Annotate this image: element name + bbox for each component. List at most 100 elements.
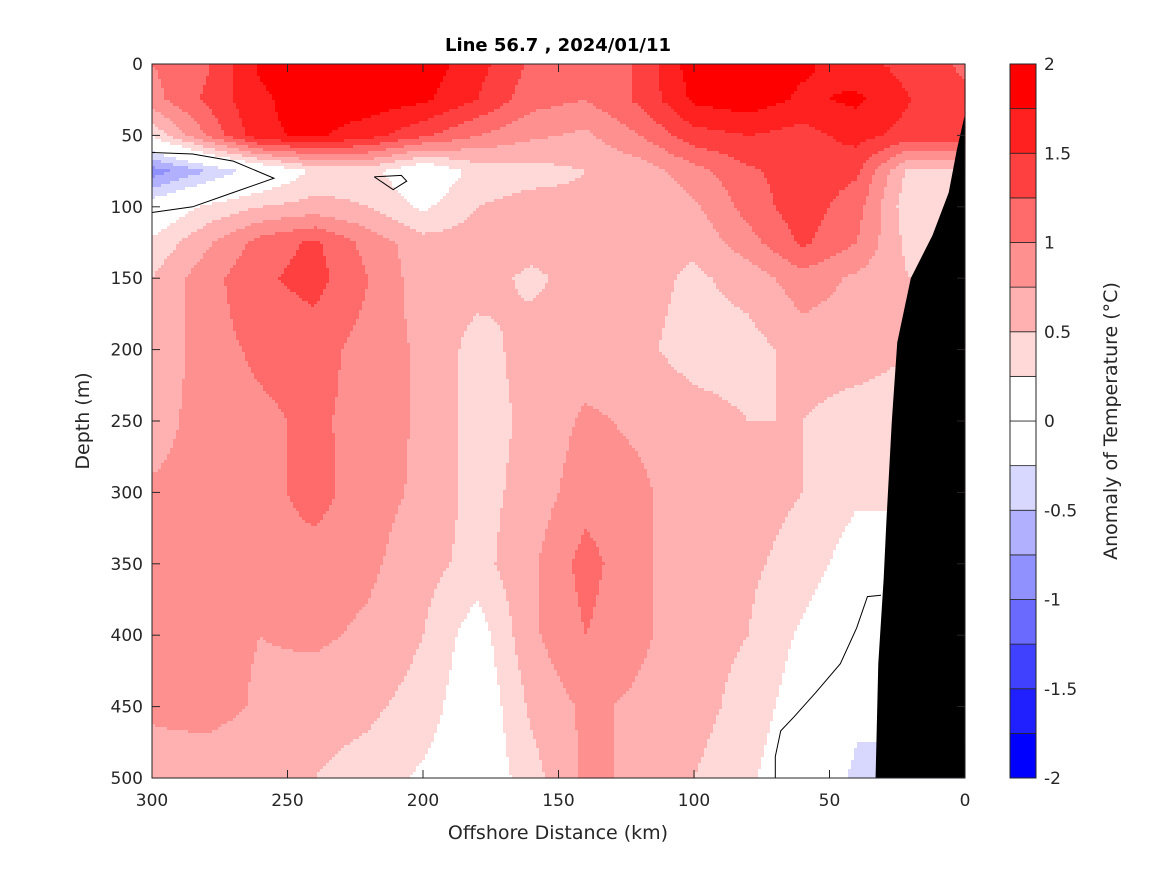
contour-band-cell [824, 259, 870, 263]
contour-band-cell [569, 181, 678, 185]
contour-band-cell [755, 589, 816, 593]
contour-band-cell [152, 106, 180, 110]
contour-band-cell [389, 109, 450, 113]
contour-band-cell [521, 73, 633, 77]
contour-band-cell [152, 397, 183, 401]
contour-band-cell [344, 124, 411, 128]
contour-band-cell [653, 142, 690, 146]
contour-band-cell [653, 628, 750, 632]
contour-band-cell [539, 292, 672, 296]
contour-band-cell [152, 442, 174, 446]
contour-band-cell [248, 682, 402, 686]
contour-band-cell [338, 385, 411, 389]
contour-band-cell [653, 487, 804, 491]
contour-band-cell [449, 565, 498, 569]
contour-band-cell [767, 733, 966, 737]
contour-band-cell [335, 460, 408, 464]
contour-band-cell [356, 319, 408, 323]
contour-band-cell [425, 622, 462, 626]
contour-band-cell [410, 430, 459, 434]
contour-band-cell [245, 244, 300, 248]
contour-band-cell [539, 757, 579, 761]
contour-band-cell [638, 670, 732, 674]
contour-band-cell [152, 610, 360, 614]
contour-band-cell [374, 136, 420, 140]
contour-band-cell [221, 217, 282, 221]
contour-band-cell [350, 121, 420, 125]
contour-band-cell [659, 85, 687, 89]
contour-band-cell [176, 430, 288, 434]
contour-band-cell [410, 406, 459, 410]
contour-band-cell [764, 565, 828, 569]
contour-band-cell [752, 319, 966, 323]
contour-band-cell [782, 526, 846, 530]
contour-band-cell [500, 703, 528, 707]
contour-band-cell [251, 673, 408, 677]
contour-band-cell [509, 454, 567, 458]
contour-band-cell [662, 337, 768, 341]
contour-band-cell [464, 103, 504, 107]
contour-band-cell [458, 469, 507, 473]
contour-band-cell [503, 343, 660, 347]
contour-band-cell [710, 736, 768, 740]
contour-band-cell [152, 682, 249, 686]
contour-band-cell [152, 478, 288, 482]
contour-band-cell [614, 709, 720, 713]
contour-band-cell [887, 175, 906, 179]
contour-band-cell [614, 703, 723, 707]
contour-band-cell [644, 658, 735, 662]
contour-band-cell [287, 493, 336, 497]
contour-band-cell [626, 691, 726, 695]
contour-band-cell [404, 490, 459, 494]
contour-band-cell [845, 103, 861, 107]
contour-band-cell [185, 364, 249, 368]
contour-band-cell [575, 553, 600, 557]
contour-band-cell [740, 307, 798, 311]
contour-band-cell [497, 322, 666, 326]
contour-band-cell [881, 217, 900, 221]
contour-band-cell [521, 679, 561, 683]
contour-band-cell [509, 391, 714, 395]
contour-band-cell [404, 676, 450, 680]
contour-band-cell [359, 253, 399, 257]
contour-band-cell [587, 628, 654, 632]
contour-band-cell [152, 646, 258, 650]
contour-band-cell [263, 637, 339, 641]
contour-band-cell [509, 757, 540, 761]
contour-band-cell [422, 640, 456, 644]
contour-band-cell [506, 598, 540, 602]
contour-band-cell [425, 757, 510, 761]
contour-band-cell [410, 667, 453, 671]
contour-band-cell [368, 274, 402, 278]
contour-band-cell [506, 754, 540, 758]
contour-band-cell [719, 151, 879, 155]
contour-band-cell [404, 679, 450, 683]
contour-band-cell [677, 277, 714, 281]
contour-band-cell [650, 643, 744, 647]
contour-band-cell [479, 115, 525, 119]
contour-band-cell [152, 157, 177, 161]
contour-band-cell [641, 664, 732, 668]
contour-band-cell [770, 343, 966, 347]
contour-band-cell [152, 511, 300, 515]
contour-band-cell [398, 685, 447, 689]
contour-band-cell [314, 226, 318, 230]
contour-band-cell [461, 346, 504, 350]
contour-band-cell [524, 697, 570, 701]
contour-band-cell [185, 280, 225, 284]
contour-band-cell [497, 565, 540, 569]
contour-band-cell [152, 589, 372, 593]
contour-band-cell [578, 769, 615, 773]
contour-band-cell [572, 562, 606, 566]
contour-band-cell [668, 358, 777, 362]
contour-band-cell [404, 301, 672, 305]
contour-band-cell [452, 655, 495, 659]
contour-band-cell [785, 289, 837, 293]
contour-band-cell [485, 79, 519, 83]
contour-band-cell [692, 100, 786, 104]
contour-band-cell [152, 730, 189, 734]
contour-band-cell [653, 529, 780, 533]
contour-band-cell [566, 457, 642, 461]
colorbar-band [1009, 197, 1037, 243]
contour-band-cell [512, 628, 540, 632]
